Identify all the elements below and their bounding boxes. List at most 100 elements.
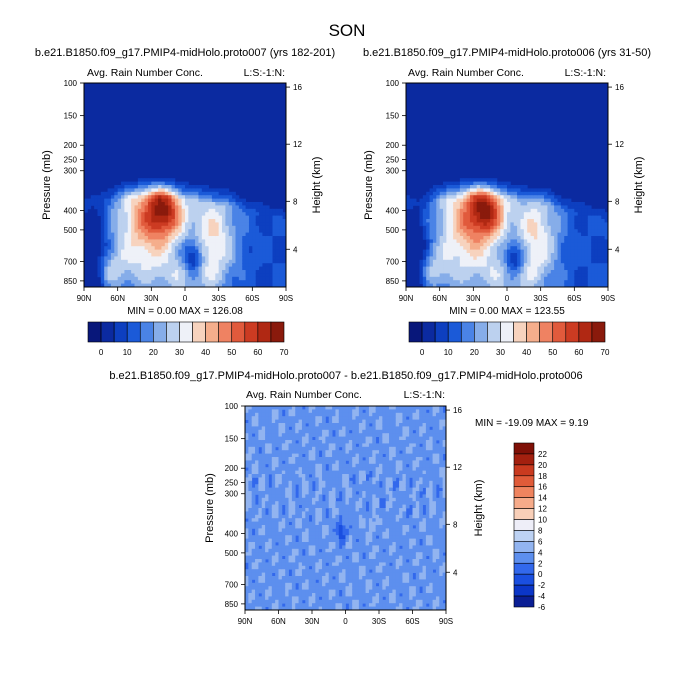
contour-cell <box>232 253 236 257</box>
contour-cell <box>570 229 575 233</box>
contour-cell <box>325 501 330 505</box>
contour-cell <box>469 195 474 199</box>
contour-cell <box>490 215 494 220</box>
contour-cell <box>225 249 230 254</box>
contour-cell <box>328 603 333 607</box>
contour-cell <box>269 249 273 254</box>
contour-cell <box>335 548 340 553</box>
contour-cell <box>533 273 538 278</box>
contour-cell <box>453 181 457 186</box>
contour-cell <box>295 429 299 434</box>
panel-right-label: L:S:-1:N: <box>244 67 285 79</box>
contour-cell <box>201 263 206 267</box>
colorbar-label: 50 <box>227 348 236 357</box>
contour-cell <box>335 480 340 485</box>
contour-cell <box>419 212 424 216</box>
contour-cell <box>325 606 330 611</box>
contour-cell <box>265 538 269 543</box>
contour-cell <box>463 263 467 267</box>
contour-cell <box>288 576 293 580</box>
contour-cell <box>429 225 434 230</box>
contour-cell <box>335 572 340 577</box>
contour-cell <box>201 266 206 271</box>
contour-cell <box>426 270 430 274</box>
contour-cell <box>540 242 545 247</box>
contour-cell <box>473 283 478 288</box>
contour-cell <box>517 222 521 227</box>
contour-cell <box>298 508 303 512</box>
contour-cell <box>456 188 461 193</box>
contour-cell <box>335 443 340 448</box>
contour-cell <box>259 263 263 267</box>
contour-cell <box>245 535 249 539</box>
contour-cell <box>235 246 240 250</box>
contour-cell <box>208 273 213 278</box>
contour-cell <box>581 256 585 261</box>
contour-cell <box>523 276 528 281</box>
contour-cell <box>594 263 599 267</box>
contour-cell <box>262 276 267 281</box>
contour-cell <box>328 443 333 448</box>
contour-cell <box>238 246 243 250</box>
contour-cell <box>144 270 149 274</box>
contour-cell <box>584 225 589 230</box>
contour-cell <box>228 222 233 227</box>
contour-cell <box>255 229 260 233</box>
contour-cell <box>436 249 441 254</box>
contour-cell <box>540 212 545 216</box>
contour-cell <box>288 494 293 499</box>
contour-cell <box>291 593 296 597</box>
contour-cell <box>144 198 149 203</box>
contour-cell <box>493 246 498 250</box>
contour-cell <box>251 511 256 516</box>
y-tick-label: 200 <box>386 141 400 150</box>
contour-cell <box>456 246 461 250</box>
contour-cell <box>275 280 280 284</box>
contour-cell <box>291 521 296 526</box>
contour-cell <box>601 212 606 216</box>
contour-cell <box>328 426 333 431</box>
contour-cell <box>308 406 313 410</box>
contour-cell <box>252 202 257 206</box>
contour-cell <box>285 579 289 584</box>
contour-cell <box>328 487 333 492</box>
contour-cell <box>520 191 525 196</box>
contour-cell <box>298 440 303 444</box>
contour-cell <box>577 219 582 223</box>
contour-cell <box>315 508 320 512</box>
contour-cell <box>523 239 528 244</box>
contour-cell <box>158 229 162 233</box>
contour-cell <box>268 559 273 563</box>
contour-cell <box>258 460 263 465</box>
contour-cell <box>137 246 142 250</box>
contour-cell <box>483 242 488 247</box>
contour-cell <box>533 202 538 206</box>
contour-cell <box>530 215 535 220</box>
contour-cell <box>291 531 296 536</box>
contour-cell <box>604 219 609 223</box>
contour-cell <box>114 283 119 288</box>
contour-cell <box>574 283 579 288</box>
contour-cell <box>547 283 552 288</box>
contour-cell <box>265 501 269 505</box>
panel-right-label: L:S:-1:N: <box>565 67 606 79</box>
contour-cell <box>282 273 287 278</box>
contour-cell <box>530 273 535 278</box>
colorbar-box <box>500 321 514 343</box>
contour-cell <box>261 545 266 550</box>
contour-cell <box>308 440 313 444</box>
contour-cell <box>185 270 189 274</box>
y-tick-label: 700 <box>386 258 400 267</box>
contour-cell <box>426 276 430 281</box>
contour-cell <box>188 242 193 247</box>
contour-cell <box>305 416 310 420</box>
contour-cell <box>456 256 461 261</box>
contour-cell <box>232 215 236 220</box>
contour-cell <box>261 470 266 475</box>
contour-cell <box>151 205 156 210</box>
colorbar-box <box>87 321 102 343</box>
contour-cell <box>550 253 555 257</box>
contour-cell <box>291 467 296 471</box>
contour-cell <box>235 242 240 247</box>
contour-cell <box>262 242 267 247</box>
